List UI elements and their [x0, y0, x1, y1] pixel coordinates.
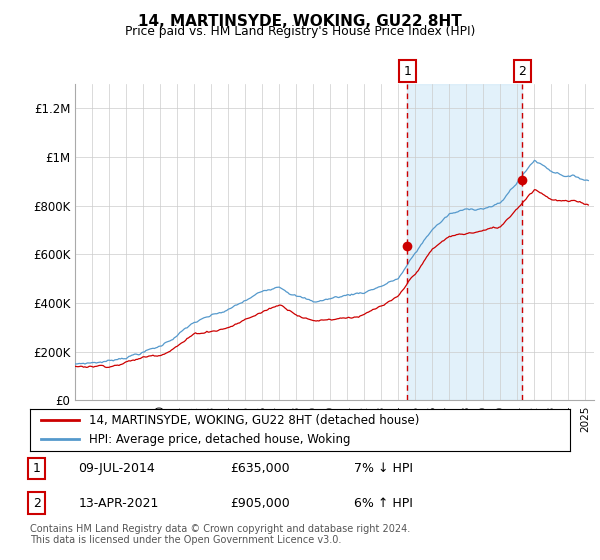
Bar: [407, 84, 523, 400]
Text: Price paid vs. HM Land Registry's House Price Index (HPI): Price paid vs. HM Land Registry's House …: [125, 25, 475, 38]
Text: 2: 2: [33, 497, 41, 510]
Text: 1: 1: [33, 462, 41, 475]
Text: 1: 1: [403, 65, 411, 78]
Text: HPI: Average price, detached house, Woking: HPI: Average price, detached house, Woki…: [89, 433, 351, 446]
Text: £905,000: £905,000: [230, 497, 290, 510]
Text: 13-APR-2021: 13-APR-2021: [79, 497, 159, 510]
Text: 2: 2: [518, 65, 526, 78]
Text: £635,000: £635,000: [230, 462, 289, 475]
Text: 14, MARTINSYDE, WOKING, GU22 8HT (detached house): 14, MARTINSYDE, WOKING, GU22 8HT (detach…: [89, 414, 420, 427]
Text: 09-JUL-2014: 09-JUL-2014: [79, 462, 155, 475]
Text: 7% ↓ HPI: 7% ↓ HPI: [354, 462, 413, 475]
Text: Contains HM Land Registry data © Crown copyright and database right 2024.
This d: Contains HM Land Registry data © Crown c…: [30, 524, 410, 545]
Text: 6% ↑ HPI: 6% ↑ HPI: [354, 497, 413, 510]
Text: 14, MARTINSYDE, WOKING, GU22 8HT: 14, MARTINSYDE, WOKING, GU22 8HT: [138, 14, 462, 29]
